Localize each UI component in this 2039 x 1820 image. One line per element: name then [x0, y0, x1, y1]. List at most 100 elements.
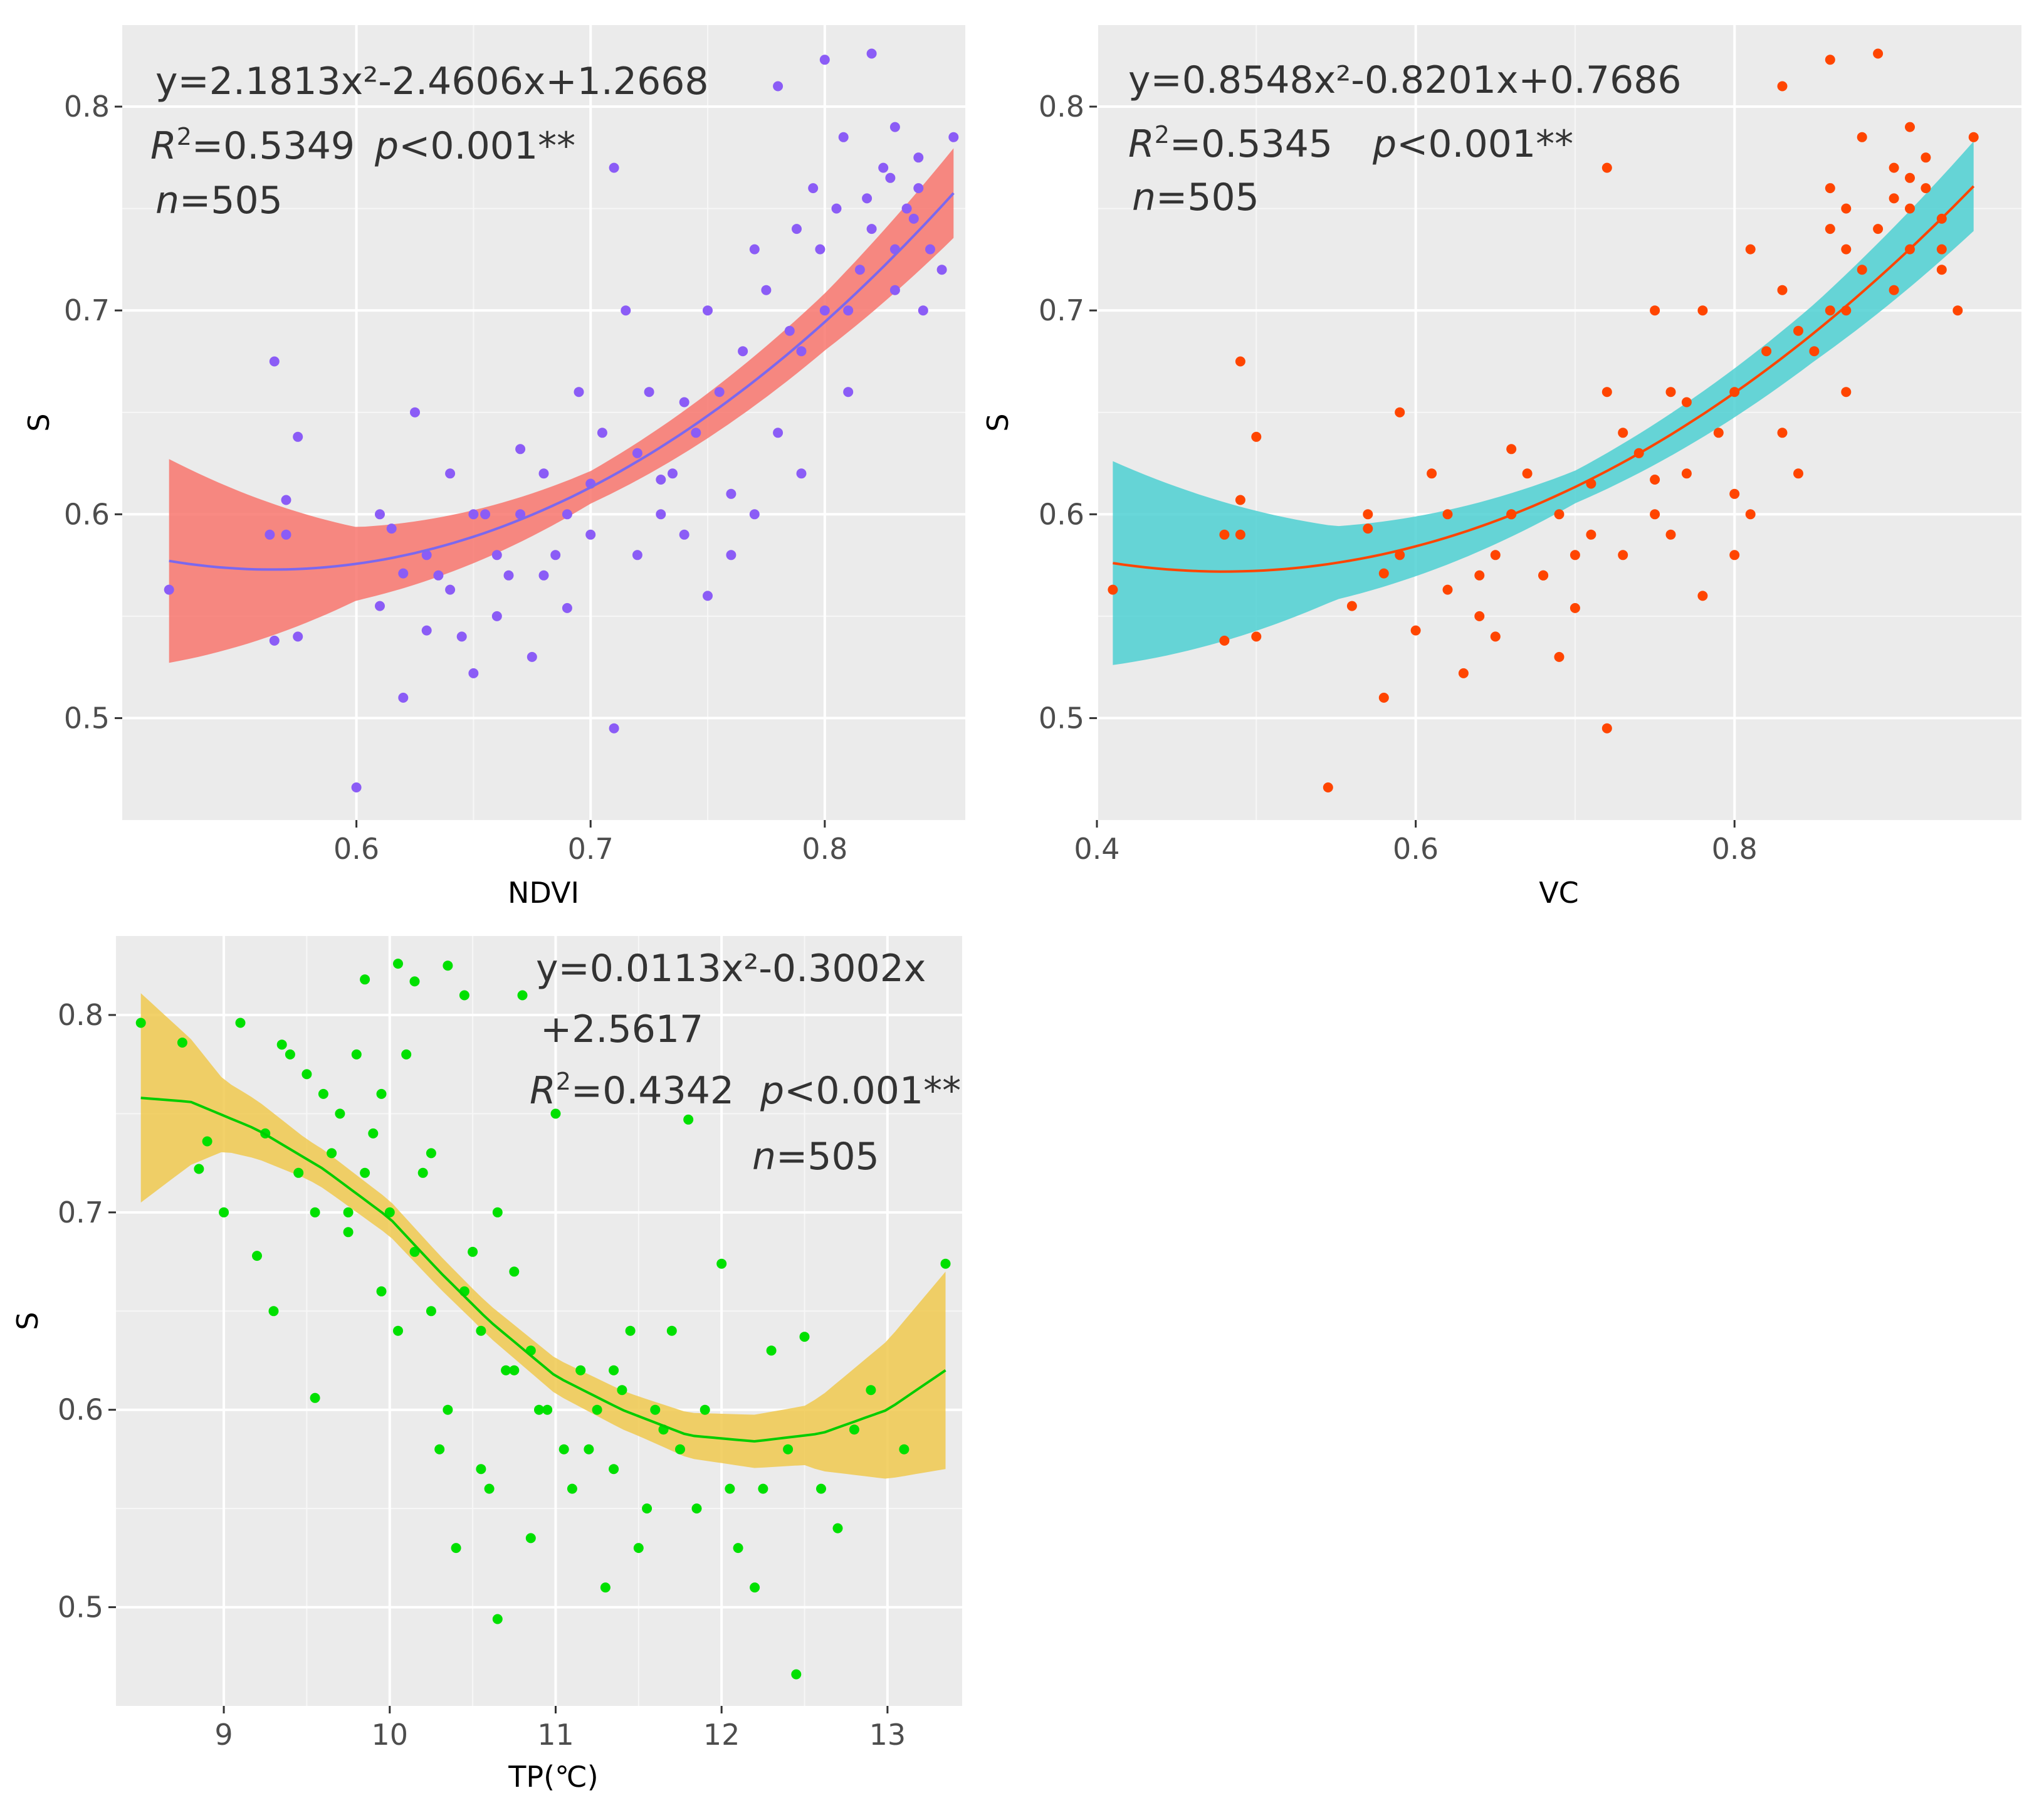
ndvi-fit-line — [169, 192, 955, 571]
ndvi-n-value: =505 — [179, 179, 283, 223]
vc-y-axis-label: S — [981, 413, 1015, 431]
tp-data-point — [642, 1503, 653, 1514]
tp-n-line: n=505 — [752, 1135, 879, 1179]
ndvi-data-point — [538, 468, 549, 479]
tp-data-point — [542, 1404, 553, 1415]
ndvi-data-point — [866, 224, 877, 234]
ndvi-data-point — [668, 468, 678, 479]
ndvi-p-symbol: p — [374, 124, 399, 168]
vc-data-point — [1953, 305, 1963, 316]
ndvi-data-point — [925, 244, 935, 255]
tp-data-point — [135, 1018, 146, 1028]
vc-r2-line: R2=0.5345 p<0.001** — [1128, 121, 1573, 166]
ndvi-x-axis-label: NDVI — [508, 876, 579, 910]
vc-data-point — [1395, 550, 1405, 560]
ndvi-fit-curve — [169, 192, 955, 571]
vc-data-point — [1921, 183, 1931, 194]
ndvi-data-point — [854, 265, 865, 275]
ndvi-data-point — [632, 550, 642, 560]
vc-y-ticks: 0.5 0.6 0.7 0.8 — [1039, 90, 1097, 735]
tp-data-point — [625, 1325, 636, 1336]
vc-data-point — [1729, 488, 1740, 499]
tp-data-point — [285, 1049, 295, 1060]
vc-n-line: n=505 — [1132, 176, 1259, 219]
vc-data-point — [1761, 346, 1772, 357]
tp-fit-curve — [140, 1097, 946, 1443]
ndvi-data-point — [375, 509, 385, 520]
tp-data-point — [725, 1483, 735, 1494]
ndvi-data-point — [703, 591, 713, 601]
tp-data-point — [534, 1404, 544, 1415]
tp-band-area — [140, 993, 946, 1479]
vc-data-point — [1346, 601, 1357, 611]
tp-data-point — [335, 1108, 345, 1119]
tp-data-point — [293, 1167, 304, 1178]
tp-p-symbol: p — [760, 1069, 784, 1113]
vc-data-point — [1665, 529, 1676, 540]
tp-data-point — [592, 1404, 602, 1415]
ndvi-data-point — [281, 495, 291, 505]
tp-data-point — [360, 1167, 370, 1178]
vc-y-tick-label: 0.5 — [1039, 701, 1084, 735]
ndvi-data-point — [562, 602, 572, 613]
ndvi-data-point — [293, 631, 303, 642]
vc-data-point — [1410, 625, 1421, 636]
ndvi-y-tick-label: 0.8 — [64, 90, 110, 124]
tp-data-point — [716, 1258, 727, 1269]
ndvi-data-point — [644, 387, 654, 397]
ndvi-data-point — [819, 55, 830, 65]
ndvi-data-point — [398, 692, 409, 703]
ndvi-data-point — [808, 183, 819, 194]
ndvi-data-point — [491, 611, 502, 621]
vc-p-symbol: p — [1372, 122, 1397, 166]
vc-data-point — [1665, 387, 1676, 397]
vc-data-point — [1841, 244, 1852, 255]
tp-data-point — [177, 1038, 187, 1048]
tp-data-point — [476, 1464, 486, 1475]
vc-data-point — [1554, 651, 1565, 662]
ndvi-y-tick-label: 0.7 — [64, 293, 110, 327]
vc-fit-line — [1113, 185, 1975, 573]
ndvi-data-point — [918, 305, 928, 316]
ndvi-data-point — [656, 509, 666, 520]
vc-data-point — [1681, 397, 1692, 408]
tp-data-point — [426, 1148, 436, 1159]
vc-grid — [1096, 25, 2021, 820]
vc-y-tick-label: 0.6 — [1039, 497, 1084, 531]
ndvi-data-point — [908, 213, 919, 224]
vc-n-value: =505 — [1156, 176, 1259, 219]
tp-data-point — [202, 1136, 212, 1147]
vc-data-point — [1490, 550, 1501, 560]
tp-data-point — [733, 1543, 743, 1554]
tp-data-point — [276, 1039, 287, 1050]
tp-plot-background — [116, 936, 962, 1706]
tp-data-point — [567, 1483, 577, 1494]
vc-data-point — [1251, 431, 1262, 442]
vc-data-point — [1570, 550, 1580, 560]
vc-data-point — [1554, 509, 1565, 520]
ndvi-confidence-band — [169, 148, 954, 663]
tp-r2-value: =0.4342 — [571, 1069, 734, 1113]
vc-data-point — [1363, 509, 1373, 520]
tp-data-point — [368, 1128, 379, 1139]
vc-data-point — [1522, 468, 1533, 479]
tp-data-point — [384, 1207, 395, 1218]
ndvi-data-point — [843, 387, 854, 397]
tp-data-point — [343, 1227, 354, 1238]
ndvi-data-point — [913, 183, 924, 194]
tp-x-tick-label: 11 — [537, 1718, 574, 1752]
tp-data-point — [492, 1207, 503, 1218]
ndvi-data-point — [726, 488, 736, 499]
vc-data-point — [1650, 305, 1660, 316]
tp-r2-symbol: R — [530, 1069, 556, 1113]
vc-data-point — [1825, 305, 1835, 316]
vc-data-point — [1474, 570, 1485, 581]
tp-y-tick-label: 0.6 — [58, 1393, 103, 1427]
ndvi-grid — [122, 25, 965, 820]
vc-data-point — [1936, 265, 1947, 275]
ndvi-equation: y=2.1813x²-2.4606x+1.2668 — [155, 60, 709, 103]
vc-data-point — [1825, 224, 1835, 234]
tp-data-point — [310, 1392, 320, 1403]
vc-data-point — [1538, 570, 1549, 581]
ndvi-data-point — [749, 244, 760, 255]
